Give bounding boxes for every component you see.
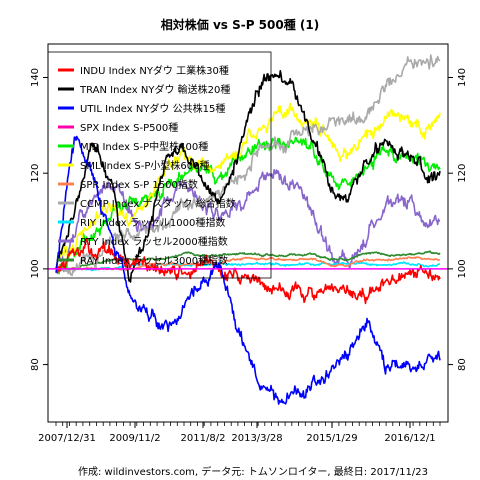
series-line-ray <box>55 250 441 271</box>
legend-label-tran: TRAN Index NYダウ 輸送株20種 <box>79 83 230 96</box>
x-tick-label-4: 2015/1/29 <box>306 433 357 444</box>
y-tick-label-left-80: 80 <box>30 358 41 371</box>
x-tick-label-0: 2007/12/31 <box>38 433 96 444</box>
y-tick-label-right-80: 80 <box>457 358 468 371</box>
legend: INDU Index NYダウ 工業株30種 TRAN Index NYダウ 輸送… <box>47 51 272 279</box>
chart-title: 相対株価 vs S-P 500種 (1) <box>161 17 319 32</box>
series-line-mid <box>55 136 441 275</box>
y-tick-label-left-100: 100 <box>30 259 41 278</box>
series-line-ccmp <box>55 54 441 277</box>
credit-text: 作成: wildinvestors.com, データ元: トムソンロイター, 最… <box>78 465 428 478</box>
legend-label-rty: RTY Index ラッセル2000種指数 <box>80 235 228 248</box>
y-tick-label-right-120: 120 <box>457 164 468 183</box>
series-line-rty <box>55 169 441 270</box>
legend-label-ccmp: CCMP Index ナスダック 総合指数 <box>80 197 236 210</box>
legend-label-util: UTIL Index NYダウ 公共株15種 <box>80 102 225 115</box>
series-line-util <box>55 135 441 405</box>
legend-label-sml: SML Index S-P小型株600種 <box>80 159 210 172</box>
axes: 80 80 100 100 120 120 140 140 2007/12/31 2009/11/… <box>30 43 468 444</box>
y-tick-label-left-120: 120 <box>30 164 41 183</box>
y-tick-label-right-140: 140 <box>457 68 468 87</box>
series-line-sml <box>55 102 441 267</box>
y-tick-label-right-100: 100 <box>457 259 468 278</box>
y-tick-label-left-140: 140 <box>30 68 41 87</box>
plot-frame <box>47 43 449 423</box>
series-line-riy <box>55 261 440 272</box>
x-tick-label-1: 2009/11/2 <box>109 433 160 444</box>
series-line-indu <box>55 237 441 305</box>
series-line-tran <box>55 70 441 283</box>
legend-label-indu: INDU Index NYダウ 工業株30種 <box>80 64 229 77</box>
legend-label-mid: MID Index S-P中型株400種 <box>80 140 208 153</box>
legend-label-riy: RIY Index ラッセル1000種指数 <box>80 216 225 229</box>
x-tick-label-2: 2011/8/2 <box>181 433 226 444</box>
legend-label-spr: SPR Index S-P 1500指数 <box>80 178 198 191</box>
x-tick-label-5: 2016/12/1 <box>384 433 435 444</box>
x-tick-label-3: 2013/3/28 <box>231 433 282 444</box>
legend-label-ray: RAY Index ラッセル3000種指数 <box>80 254 228 267</box>
legend-label-spx: SPX Index S-P500種 <box>80 121 178 134</box>
